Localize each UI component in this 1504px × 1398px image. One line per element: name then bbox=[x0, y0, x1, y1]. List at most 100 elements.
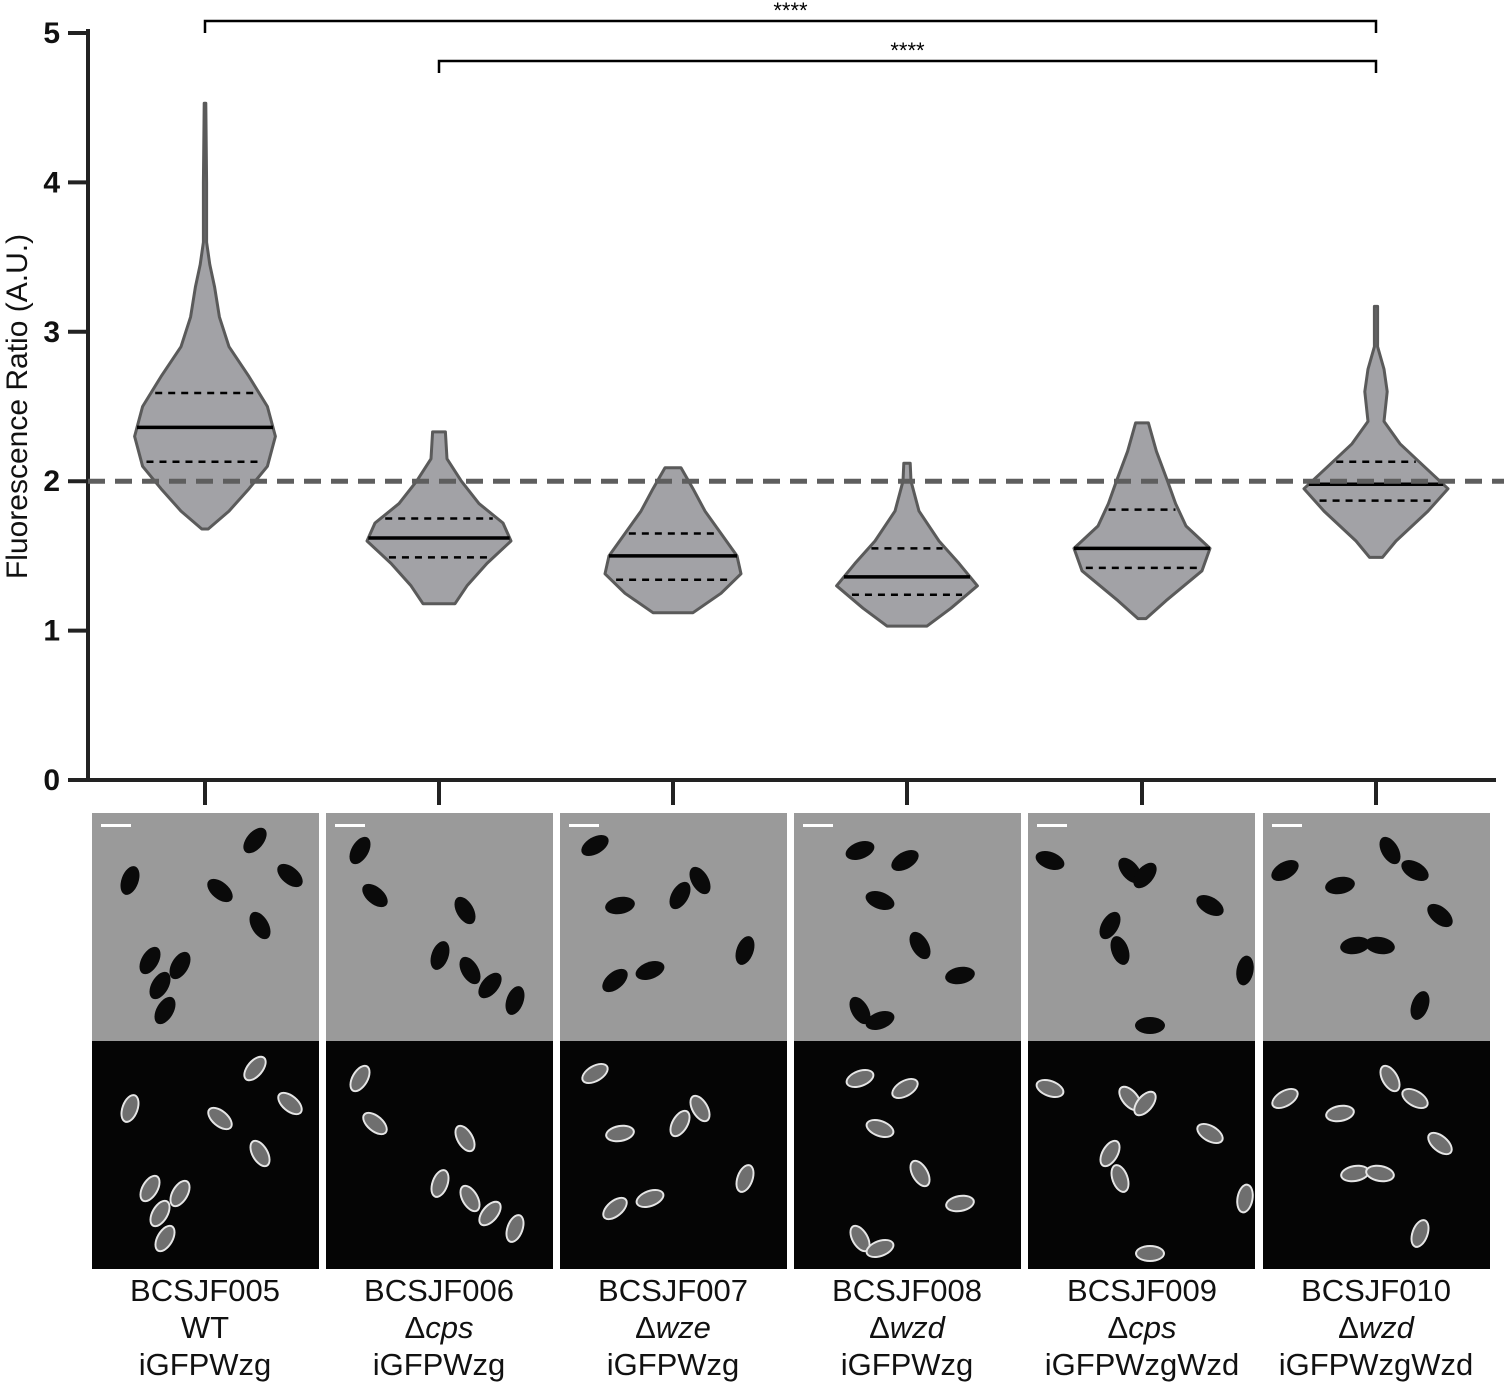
gene-name: wzd bbox=[1358, 1310, 1414, 1345]
cell-fluorescent bbox=[1397, 1083, 1433, 1114]
cell-fluorescent bbox=[238, 1051, 272, 1086]
deletion-symbol: Δ bbox=[869, 1310, 890, 1345]
cell-fluorescent bbox=[358, 1107, 392, 1140]
genotype: Δwzd bbox=[790, 1309, 1024, 1346]
phase-contrast-image bbox=[1263, 813, 1490, 1041]
cell-dark bbox=[203, 874, 237, 907]
cell-dark bbox=[1323, 874, 1357, 897]
cell-fluorescent bbox=[450, 1121, 480, 1156]
y-tick-label: 4 bbox=[43, 166, 60, 199]
significance-label: **** bbox=[890, 38, 925, 63]
cell-dark bbox=[501, 983, 529, 1018]
scale-bar bbox=[1037, 824, 1067, 827]
strain-label: BCSJF007 Δwze iGFPWzg bbox=[556, 1272, 790, 1383]
strain-label: BCSJF010 Δwzd iGFPWzgWzd bbox=[1259, 1272, 1493, 1383]
strain-id: BCSJF005 bbox=[130, 1273, 280, 1308]
violin-BCSJF009 bbox=[1072, 421, 1212, 621]
cell-dark bbox=[577, 830, 613, 861]
cell-fluorescent bbox=[1267, 1083, 1303, 1114]
cell-dark bbox=[450, 893, 480, 928]
violin-BCSJF005 bbox=[133, 101, 277, 531]
strain-label: BCSJF009 Δcps iGFPWzgWzd bbox=[1025, 1272, 1259, 1383]
cell-fluorescent bbox=[943, 1192, 977, 1215]
cell-fluorescent bbox=[1106, 1161, 1134, 1196]
cell-fluorescent bbox=[1375, 1061, 1405, 1096]
deletion-symbol: Δ bbox=[404, 1310, 426, 1345]
cell-fluorescent bbox=[203, 1102, 237, 1135]
cell-dark bbox=[1397, 855, 1433, 886]
cell-fluorescent bbox=[598, 1192, 632, 1225]
phase-contrast-image bbox=[560, 813, 787, 1041]
construct: iGFPWzgWzd bbox=[1278, 1347, 1474, 1382]
construct: iGFPWzg bbox=[372, 1347, 506, 1382]
significance-label: **** bbox=[773, 0, 808, 23]
cell-fluorescent bbox=[1406, 1216, 1434, 1251]
fluorescence-image bbox=[1028, 1041, 1255, 1269]
fluorescence-image bbox=[794, 1041, 1021, 1269]
micrograph-panel-BCSJF008 bbox=[794, 813, 1021, 1269]
scale-bar bbox=[569, 824, 599, 827]
cell-fluorescent bbox=[862, 1115, 898, 1142]
micrograph-panel-BCSJF010 bbox=[1263, 813, 1490, 1269]
cell-fluorescent bbox=[1192, 1118, 1228, 1149]
genotype: Δcps bbox=[322, 1309, 556, 1346]
cell-dark bbox=[887, 845, 923, 876]
strain-id: BCSJF009 bbox=[1067, 1273, 1217, 1308]
cell-fluorescent bbox=[603, 1122, 637, 1145]
violin-chart: 0 1 2 3 4 5 Fluorescence Ratio (A.U.) **** **** bbox=[1, 0, 1504, 805]
genotype: WT bbox=[180, 1310, 230, 1345]
cell-dark bbox=[245, 908, 275, 943]
cell-dark bbox=[905, 928, 935, 963]
cell-fluorescent bbox=[1032, 1075, 1068, 1102]
cell-dark bbox=[598, 964, 632, 997]
cell-fluorescent bbox=[1363, 1162, 1397, 1185]
phase-contrast-image bbox=[326, 813, 553, 1041]
fluorescence-image bbox=[560, 1041, 787, 1269]
cell-dark bbox=[862, 887, 898, 914]
micrograph-panel-BCSJF006 bbox=[326, 813, 553, 1269]
strain-id: BCSJF007 bbox=[598, 1273, 748, 1308]
cell-dark bbox=[358, 879, 392, 912]
y-axis-label: Fluorescence Ratio (A.U.) bbox=[1, 234, 34, 579]
micrograph-panel-BCSJF007 bbox=[560, 813, 787, 1269]
cell-dark bbox=[116, 863, 144, 898]
cell-dark bbox=[731, 933, 759, 968]
y-tick-label: 2 bbox=[43, 465, 60, 498]
cell-dark bbox=[1234, 954, 1255, 987]
strain-label: BCSJF008 Δwzd iGFPWzg bbox=[790, 1272, 1024, 1383]
scale-bar bbox=[1272, 824, 1302, 827]
cell-fluorescent bbox=[245, 1136, 275, 1171]
y-tick-label: 3 bbox=[43, 316, 60, 349]
violin-BCSJF007 bbox=[603, 466, 743, 615]
cell-dark bbox=[1406, 988, 1434, 1023]
fluorescence-image bbox=[326, 1041, 553, 1269]
scale-bar bbox=[803, 824, 833, 827]
micrograph-panel-BCSJF009 bbox=[1028, 813, 1255, 1269]
fluorescence-image bbox=[1263, 1041, 1490, 1269]
fluorescence-image bbox=[92, 1041, 319, 1269]
cell-fluorescent bbox=[842, 1065, 878, 1092]
cell-dark bbox=[943, 964, 977, 987]
genotype: Δwzd bbox=[1259, 1309, 1493, 1346]
gene-name: cps bbox=[1128, 1310, 1177, 1345]
cell-fluorescent bbox=[116, 1091, 144, 1126]
significance-bracket bbox=[203, 19, 1378, 33]
phase-contrast-image bbox=[92, 813, 319, 1041]
cell-dark bbox=[665, 878, 695, 913]
cell-dark bbox=[273, 859, 307, 892]
cell-fluorescent bbox=[905, 1156, 935, 1191]
gene-name: cps bbox=[425, 1310, 474, 1345]
micrograph-panel-BCSJF005 bbox=[92, 813, 319, 1269]
cell-dark bbox=[426, 938, 454, 973]
cell-dark bbox=[1423, 899, 1457, 932]
y-tick-label: 1 bbox=[43, 615, 60, 648]
deletion-symbol: Δ bbox=[1107, 1310, 1129, 1345]
cell-fluorescent bbox=[273, 1087, 307, 1120]
scale-bar bbox=[335, 824, 365, 827]
cell-fluorescent bbox=[887, 1073, 923, 1104]
strain-label: BCSJF006 Δcps iGFPWzg bbox=[322, 1272, 556, 1383]
y-tick-label: 5 bbox=[43, 17, 60, 50]
phase-contrast-image bbox=[1028, 813, 1255, 1041]
cell-fluorescent bbox=[632, 1185, 668, 1212]
gene-name: wzd bbox=[889, 1310, 945, 1345]
